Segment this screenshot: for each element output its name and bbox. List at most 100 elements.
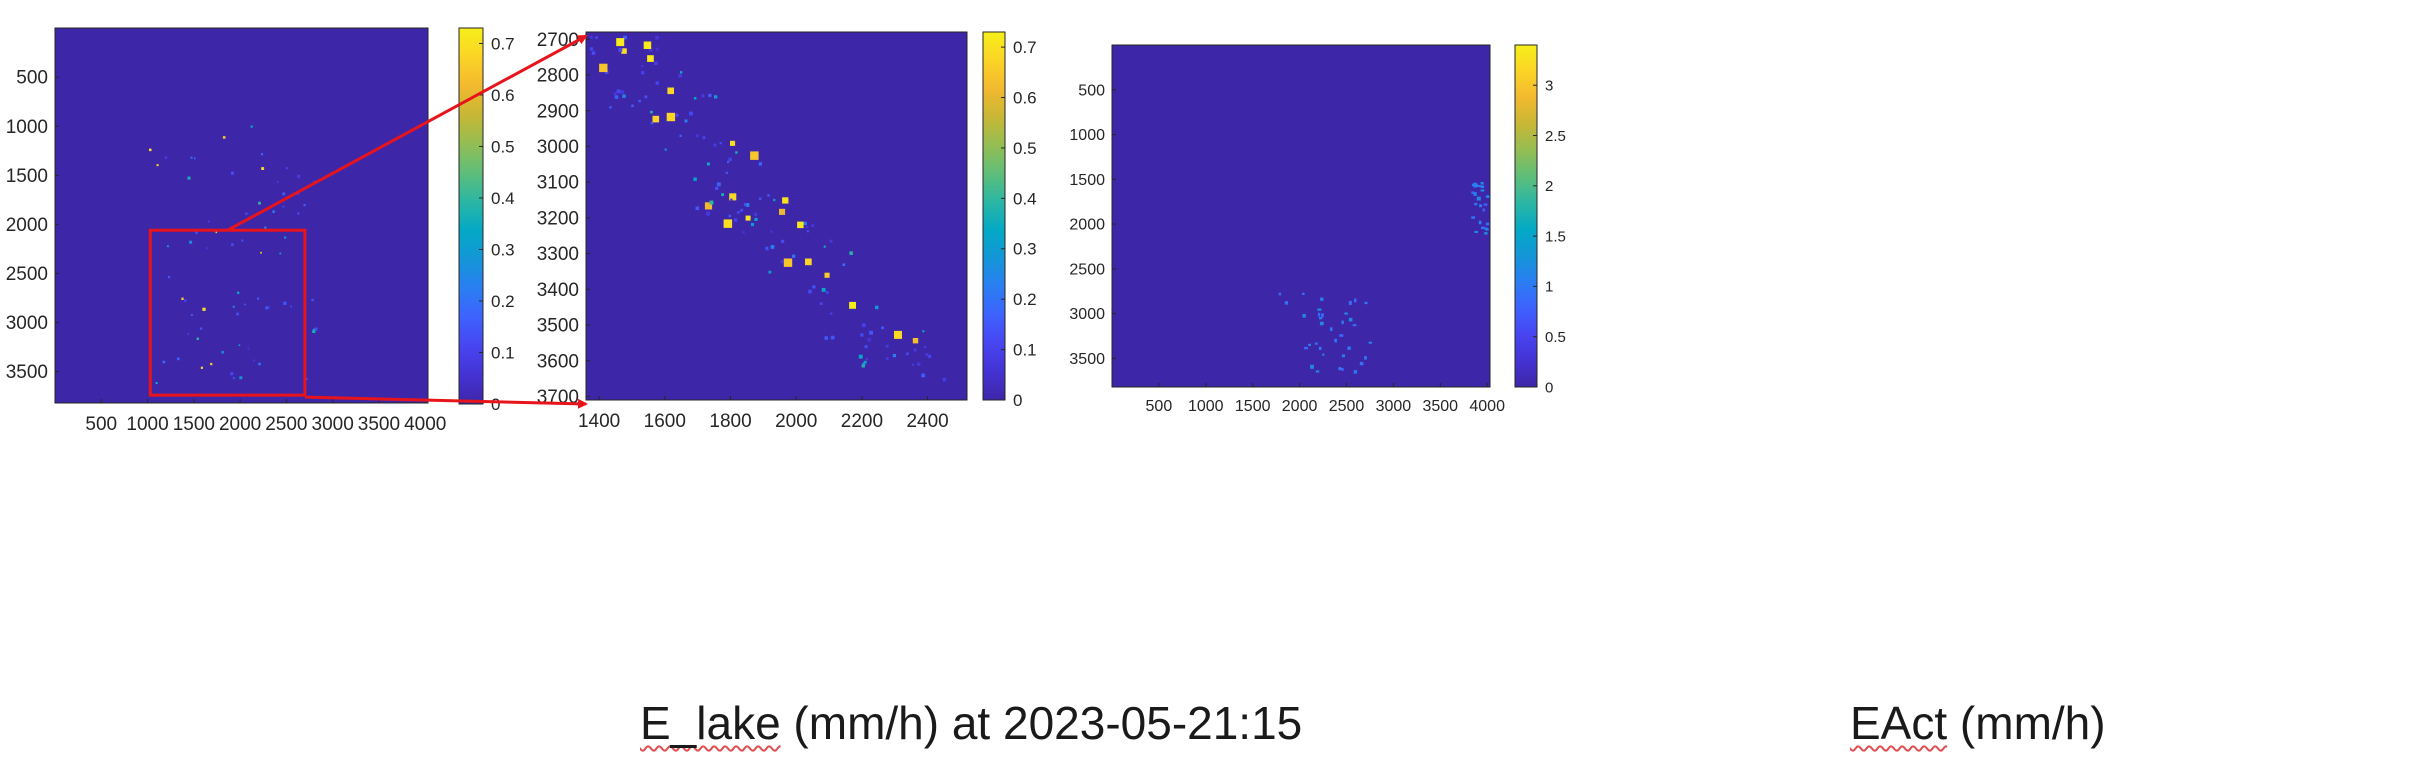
heatmap-pixel — [729, 193, 737, 201]
heatmap-pixel — [231, 243, 234, 246]
heatmap-pixel — [894, 330, 902, 339]
colorbar-tick-label: 0.2 — [1013, 290, 1037, 309]
heatmap-pixel — [1480, 182, 1484, 185]
heatmap-pixel — [221, 351, 224, 354]
heatmap-pixel — [812, 285, 816, 289]
y-tick-label: 2000 — [1069, 217, 1105, 234]
heatmap-pixel — [187, 176, 191, 180]
heatmap-pixel — [865, 358, 868, 361]
heatmap-pixel — [1322, 353, 1325, 356]
heatmap-pixel — [195, 231, 198, 234]
heatmap-pixel — [650, 121, 654, 125]
heatmap-pixel — [1320, 297, 1324, 301]
heatmap-pixel — [638, 99, 641, 103]
heatmap-pixel — [210, 362, 213, 366]
heatmap-pixel — [177, 357, 180, 361]
heatmap-pixel — [1338, 367, 1342, 371]
heatmap-pixel — [162, 360, 166, 364]
y-tick-label: 3400 — [537, 280, 579, 301]
heatmap-pixel — [1344, 312, 1348, 315]
heatmap-pixel — [1314, 342, 1318, 345]
colorbar-tick-label: 1 — [1545, 279, 1553, 296]
heatmap-pixel — [734, 218, 738, 222]
heatmap-pixel — [241, 239, 244, 242]
heatmap-pixel — [149, 148, 152, 152]
heatmap-pixel — [667, 87, 674, 95]
heatmap-pixel — [723, 219, 733, 228]
heatmap-pixel — [869, 330, 873, 335]
heatmap-pixel — [1368, 341, 1373, 344]
caption-e-lake-rest: (mm/h) at 2023-05-21:15 — [780, 697, 1303, 749]
heatmap-pixel — [925, 353, 929, 356]
y-tick-label: 1500 — [1069, 172, 1105, 189]
heatmap-pixel — [167, 275, 171, 279]
heatmap-pixel — [666, 112, 676, 122]
heatmap-pixel — [1304, 346, 1308, 350]
heatmap-pixel — [200, 366, 203, 369]
heatmap-pixel — [716, 182, 721, 187]
heatmap-pixel — [589, 35, 593, 39]
y-tick-label: 3000 — [6, 313, 48, 334]
heatmap-pixel — [727, 160, 730, 163]
heatmap-pixel — [773, 198, 776, 202]
y-tick-label: 2000 — [6, 215, 48, 236]
y-tick-label: 3500 — [537, 316, 579, 337]
heatmap-pixel — [805, 258, 812, 266]
heatmap-pixel — [701, 94, 705, 98]
colorbar-tick-label: 0.4 — [1013, 189, 1037, 208]
heatmap-pixel — [164, 156, 168, 159]
heatmap-pixel — [923, 346, 927, 349]
colorbar-tick-label: 0 — [1013, 391, 1022, 410]
heatmap-pixel — [640, 65, 644, 68]
heatmap-pixel — [215, 231, 218, 234]
heatmap-pixel — [695, 206, 700, 210]
x-tick-label: 4000 — [1469, 398, 1505, 415]
colorbar-tick-label: 0.5 — [1013, 139, 1037, 158]
caption-e-lake-var: E_lake — [640, 697, 781, 749]
heatmap-pixel — [885, 357, 889, 360]
x-tick-label: 1500 — [173, 414, 215, 435]
x-tick-label: 500 — [1146, 398, 1173, 415]
x-tick-label: 3000 — [1376, 398, 1412, 415]
heatmap-pixel — [616, 89, 621, 94]
heatmap-pixel — [867, 337, 872, 342]
heatmap-pixel — [824, 336, 828, 340]
heatmap-pixel — [792, 254, 796, 258]
heatmap-pixel — [707, 162, 710, 166]
heatmap-pixel — [1364, 301, 1368, 305]
heatmap-pixel — [783, 258, 793, 267]
heatmap-pixel — [808, 289, 812, 294]
heatmap-pixel — [616, 38, 625, 47]
heatmap-background — [586, 32, 967, 400]
heatmap-pixel — [644, 95, 648, 99]
heatmap-pixel — [905, 352, 909, 356]
axes-frame — [585, 31, 968, 401]
heatmap-pixel — [821, 287, 826, 292]
heatmap-pixel — [655, 47, 659, 51]
heatmap-pixel — [1348, 300, 1352, 305]
heatmap-pixel — [1474, 202, 1478, 206]
y-tick-label: 1500 — [6, 166, 48, 187]
heatmap-pixel — [1334, 338, 1337, 343]
heatmap-pixel — [754, 217, 758, 221]
heatmap-pixel — [244, 303, 246, 306]
colorbar-tick-label: 0.1 — [1013, 341, 1037, 360]
heatmap-pixel — [826, 291, 829, 294]
y-tick-label: 2500 — [1069, 261, 1105, 278]
heatmap-pixel — [664, 148, 667, 151]
heatmap-pixel — [282, 192, 286, 196]
colorbar-tick-label: 0.3 — [491, 240, 515, 259]
heatmap-pixel — [824, 272, 830, 278]
heatmap-pixel — [260, 251, 262, 254]
x-tick-label: 3500 — [1422, 398, 1458, 415]
heatmap-pixel — [245, 212, 248, 215]
heatmap-pixel — [1485, 222, 1490, 226]
heatmap-pixel — [654, 61, 658, 66]
heatmap-pixel — [1339, 334, 1344, 337]
x-tick-label: 4000 — [404, 414, 446, 435]
heatmap-pixel — [232, 305, 235, 308]
heatmap-pixel — [779, 208, 786, 215]
caption-eact-rest: (mm/h) — [1947, 697, 2106, 749]
x-tick-label: 2000 — [775, 411, 817, 432]
